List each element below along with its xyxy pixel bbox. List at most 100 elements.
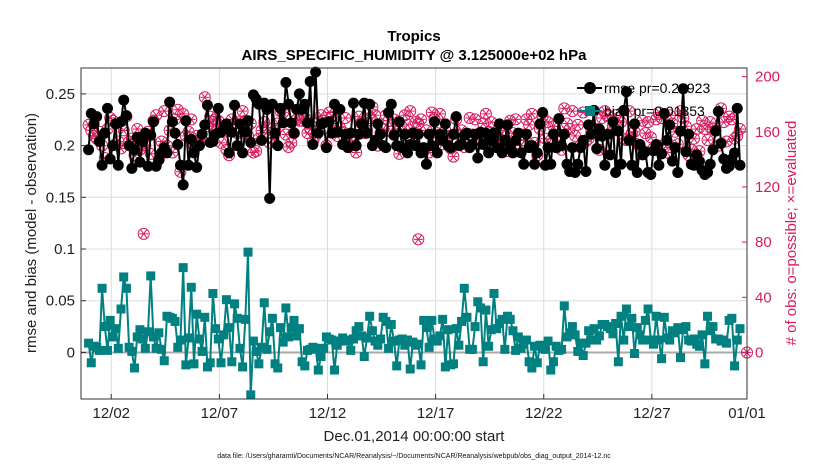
obs-possible-point [137, 227, 150, 240]
obs-evaluated-point [640, 128, 650, 138]
rmse-point [269, 127, 281, 139]
bias-point [608, 329, 618, 339]
bias-point [292, 331, 302, 341]
asterisk-stroke [158, 137, 165, 146]
rmse-point [191, 161, 203, 173]
rmse-point [680, 146, 692, 158]
bias-point [586, 335, 596, 345]
bias-point [400, 340, 410, 350]
bias-point [484, 341, 494, 351]
bias-point [311, 343, 321, 353]
bias-point [681, 322, 691, 332]
obs-evaluated-point [573, 120, 583, 130]
bias-point [254, 359, 264, 369]
bias-point [424, 342, 434, 352]
bias-point [435, 331, 445, 341]
rmse-point [126, 162, 138, 174]
y-right-tick-label: 200 [755, 69, 780, 86]
rmse-point [520, 128, 532, 140]
legend-rmse-marker [584, 82, 596, 94]
bias-point [559, 301, 569, 311]
bias-point [611, 318, 621, 328]
rmse-point [731, 102, 743, 114]
y-right-tick-label: 120 [755, 179, 780, 196]
rmse-point [615, 158, 627, 170]
bias-point [454, 340, 464, 350]
bias-point [186, 282, 196, 292]
asterisk-stroke [282, 130, 290, 139]
asterisk-stroke [568, 106, 576, 116]
rmse-point [350, 140, 362, 152]
bias-point [473, 297, 483, 307]
rmse-point [604, 149, 616, 161]
bias-point [584, 326, 594, 336]
obs-evaluated-point [435, 109, 445, 119]
bias-point [513, 332, 523, 342]
rmse-point [129, 144, 141, 156]
rmse-point [423, 128, 435, 140]
bias-point [659, 312, 669, 322]
bias-point [154, 328, 164, 338]
rmse-point [515, 147, 527, 159]
rmse-point [364, 98, 376, 110]
asterisk-stroke [252, 146, 260, 156]
rmse-point [220, 118, 232, 130]
bias-point [189, 359, 199, 369]
rmse-point [347, 97, 359, 109]
rmse-point [361, 127, 373, 139]
x-axis-ticks: 12/02 12/07 12/12 12/17 12/22 12/27 01/01 [92, 394, 766, 422]
rmse-point [245, 136, 257, 148]
bias-point [459, 283, 469, 293]
legend-rmse-label: rmse pr=0.20923 [604, 80, 710, 96]
bias-point [689, 334, 699, 344]
rmse-point [91, 111, 103, 123]
bias-point [630, 348, 640, 358]
y-axis-ticks: 0 0.05 0.1 0.15 0.2 0.25 [46, 86, 86, 361]
obs-possible-point [250, 145, 263, 158]
rmse-point [312, 127, 324, 139]
y-tick-label: 0.15 [46, 189, 75, 206]
rmse-point [537, 106, 549, 118]
rmse-point [199, 119, 211, 131]
rmse-point [266, 98, 278, 110]
rmse-point [580, 165, 592, 177]
obs-evaluated-point [173, 105, 183, 115]
bias-point [157, 344, 167, 354]
bias-point [470, 322, 480, 332]
rmse-point [299, 98, 311, 110]
data-file-footer: data file: /Users/gharamti/Documents/NCA… [217, 453, 611, 460]
obs-possible-point [723, 110, 736, 123]
rmse-point [715, 138, 727, 150]
bias-point [419, 315, 429, 325]
rmse-point [502, 119, 514, 131]
asterisk-stroke [693, 124, 701, 134]
bias-point [543, 336, 553, 346]
asterisk-stroke [404, 120, 411, 130]
bias-point [448, 359, 458, 369]
rmse-point [196, 128, 208, 140]
y-right-tick-label: 0 [755, 344, 763, 361]
rmse-point [650, 139, 662, 151]
bias-point [651, 311, 661, 321]
rmse-point [280, 76, 292, 88]
chart-subtitle: AIRS_SPECIFIC_HUMIDITY @ 3.125000e+02 hP… [242, 47, 588, 64]
rmse-point [388, 129, 400, 141]
asterisk-stroke [436, 109, 444, 119]
rmse-point [372, 118, 384, 130]
rmse-point [380, 142, 392, 154]
asterisk-stroke [355, 112, 363, 121]
rmse-point [164, 96, 176, 108]
rmse-point [629, 118, 641, 130]
bias-point [613, 357, 623, 367]
rmse-point [591, 143, 603, 155]
bias-point [438, 314, 448, 324]
bias-point [497, 314, 507, 324]
bias-point [505, 314, 515, 324]
bias-point [457, 316, 467, 326]
rmse-point [201, 99, 213, 111]
rmse-point [307, 139, 319, 151]
bias-point [354, 322, 364, 332]
asterisk-stroke [471, 115, 479, 124]
bias-point [721, 338, 731, 348]
